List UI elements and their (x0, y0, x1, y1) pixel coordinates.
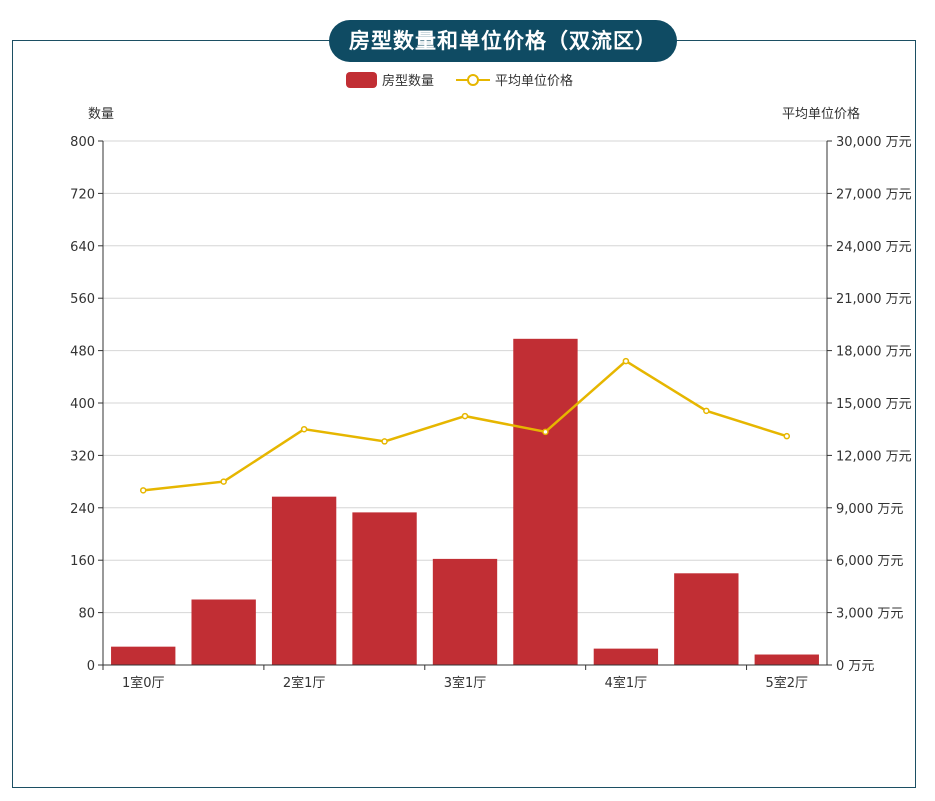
y-right-tick-label: 6,000 万元 (836, 554, 903, 569)
y-left-tick-label: 240 (70, 502, 95, 517)
y-left-tick-label: 0 (87, 659, 95, 674)
y-left-tick-label: 160 (70, 554, 95, 569)
y-left-tick-label: 400 (70, 397, 95, 412)
line-point (622, 357, 630, 365)
legend[interactable]: 房型数量 平均单位价格 (346, 72, 573, 89)
y-right-tick-label: 21,000 万元 (836, 292, 912, 307)
line-point (381, 438, 388, 445)
y-left-tick-label: 560 (70, 292, 95, 307)
y-right-tick-label: 0 万元 (836, 659, 874, 674)
bar (593, 648, 659, 665)
y-left-tick-label: 800 (70, 135, 95, 150)
y-right-tick-label: 9,000 万元 (836, 502, 903, 517)
legend-line-marker (467, 74, 479, 86)
y-right-tick-label: 3,000 万元 (836, 607, 903, 622)
line-point (783, 432, 791, 440)
grid-lines (103, 140, 827, 614)
line-point (703, 407, 710, 415)
legend-bar-swatch (346, 72, 377, 88)
price-line (143, 359, 788, 492)
y-left-tick-label: 640 (70, 240, 95, 255)
y-right-tick-label: 24,000 万元 (836, 240, 912, 255)
y-left-tick-label: 720 (70, 187, 95, 202)
x-tick-label: 4室1厅 (605, 675, 648, 691)
x-tick-label: 2室1厅 (283, 675, 326, 691)
y-left-axis-name: 数量 (88, 107, 114, 122)
bar (432, 558, 498, 665)
y-right-tick-label: 18,000 万元 (836, 345, 912, 360)
y-right-tick-label: 12,000 万元 (836, 449, 912, 464)
y-right-axis-name: 平均单位价格 (782, 106, 860, 122)
bar (191, 599, 256, 665)
bar (271, 496, 337, 665)
bar-series (111, 338, 819, 665)
line-series (139, 357, 791, 494)
bar (111, 646, 176, 665)
y-left-tick-label: 80 (78, 607, 95, 622)
y-right-tick-label: 15,000 万元 (836, 397, 912, 412)
y-right-tick-label: 30,000 万元 (836, 135, 912, 150)
bar (352, 512, 417, 665)
x-tick-label: 3室1厅 (444, 675, 487, 691)
bar (513, 338, 578, 665)
y-left-tick-label: 480 (70, 345, 95, 360)
x-tick-label: 5室2厅 (766, 675, 809, 691)
bar (754, 654, 819, 665)
x-tick-label: 1室0厅 (122, 675, 165, 691)
legend-item-line[interactable]: 平均单位价格 (456, 73, 573, 89)
legend-line-label: 平均单位价格 (495, 73, 573, 89)
y-right-tick-label: 27,000 万元 (836, 187, 912, 202)
y-left-tick-label: 320 (70, 449, 95, 464)
chart-title: 房型数量和单位价格（双流区） (329, 20, 677, 62)
line-point (542, 428, 549, 436)
line-point (300, 425, 308, 433)
legend-item-bar[interactable]: 房型数量 (346, 72, 434, 89)
axes: 0 0 万元 80 3,000 万元 160 6,000 万元 240 9,000 万元 320… (70, 135, 911, 691)
line-point (461, 412, 469, 420)
bar (674, 573, 739, 665)
line-point (220, 478, 227, 485)
line-point (139, 487, 147, 494)
legend-bar-label: 房型数量 (382, 73, 434, 89)
